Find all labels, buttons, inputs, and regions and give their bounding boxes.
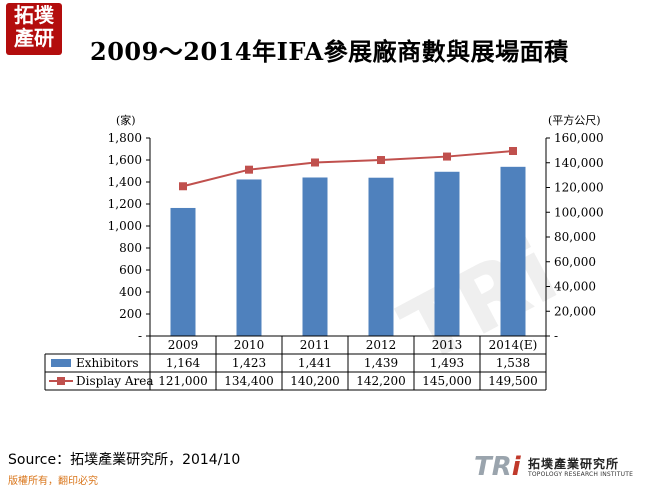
- left-tick-label: -: [138, 329, 142, 343]
- data-label-display-area: 134,400: [224, 374, 274, 388]
- category-label: 2013: [432, 338, 463, 352]
- data-label-display-area: 149,500: [488, 374, 538, 388]
- bar: [236, 179, 262, 336]
- category-label: 2014(E): [489, 338, 538, 352]
- tri-logo-chinese: 拓墣產業研究所: [528, 457, 620, 471]
- legend-label-display-area: Display Area: [76, 374, 154, 388]
- category-label: 2009: [168, 338, 199, 352]
- data-label-exhibitors: 1,439: [364, 356, 398, 370]
- data-label-display-area: 145,000: [422, 374, 472, 388]
- right-tick-label: -: [554, 329, 558, 343]
- tri-logo-i: i: [511, 452, 521, 482]
- left-tick-label: 1,400: [108, 175, 142, 189]
- right-tick-label: 20,000: [554, 304, 596, 318]
- page-title: 2009～2014年IFA參展廠商數與展場面積: [90, 37, 569, 66]
- legend-key-exhibitors: [51, 359, 71, 367]
- left-tick-label: 1,800: [108, 131, 142, 145]
- source-note: Source：拓墣產業研究所，2014/10: [8, 452, 241, 468]
- legend-label-exhibitors: Exhibitors: [76, 356, 139, 370]
- category-label: 2010: [234, 338, 265, 352]
- bar: [368, 177, 394, 336]
- left-tick-label: 400: [119, 285, 142, 299]
- logo-text: 拓墣產研: [14, 3, 54, 50]
- logo-badge: [6, 3, 62, 55]
- left-tick-label: 800: [119, 241, 142, 255]
- right-tick-label: 160,000: [554, 131, 604, 145]
- data-label-display-area: 142,200: [356, 374, 406, 388]
- bar: [434, 171, 460, 336]
- right-tick-label: 40,000: [554, 280, 596, 294]
- category-label: 2011: [300, 338, 331, 352]
- data-label-exhibitors: 1,441: [298, 356, 332, 370]
- bar: [500, 166, 526, 336]
- line-marker: [179, 182, 187, 191]
- data-label-display-area: 140,200: [290, 374, 340, 388]
- left-axis-unit: (家): [116, 113, 136, 127]
- tri-logo-letters: TR: [474, 452, 512, 482]
- right-tick-label: 60,000: [554, 255, 596, 269]
- right-tick-label: 80,000: [554, 230, 596, 244]
- right-axis-unit: (平方公尺): [548, 113, 601, 127]
- data-label-display-area: 121,000: [158, 374, 208, 388]
- left-tick-label: 1,000: [108, 219, 142, 233]
- data-label-exhibitors: 1,538: [496, 356, 530, 370]
- tri-logo-english: TOPOLOGY RESEARCH INSTITUTE: [528, 471, 634, 478]
- display-area-line: [182, 149, 514, 188]
- left-tick-label: 1,600: [108, 153, 142, 167]
- line-marker: [377, 156, 385, 165]
- right-tick-label: 120,000: [554, 181, 604, 195]
- tri-logo: TRi: [474, 452, 521, 482]
- line-marker: [311, 158, 319, 167]
- copyright-note: 版權所有，翻印必究: [8, 476, 98, 487]
- line-marker: [443, 152, 451, 161]
- data-label-exhibitors: 1,164: [166, 356, 201, 370]
- line-marker: [245, 165, 253, 174]
- left-tick-label: 200: [119, 307, 142, 321]
- combo-chart: - 200 400 600 800 1,000 1,200 1,400 1,600 1,800 - 2…: [44, 113, 604, 391]
- bar: [170, 207, 196, 336]
- left-tick-label: 1,200: [108, 197, 142, 211]
- line-marker: [509, 146, 517, 155]
- legend-key-marker: [57, 377, 65, 385]
- right-tick-label: 100,000: [554, 205, 604, 219]
- data-label-exhibitors: 1,493: [430, 356, 464, 370]
- data-label-exhibitors: 1,423: [232, 356, 266, 370]
- category-label: 2012: [366, 338, 397, 352]
- bar: [302, 177, 328, 336]
- left-tick-label: 600: [119, 263, 142, 277]
- right-tick-label: 140,000: [554, 156, 604, 170]
